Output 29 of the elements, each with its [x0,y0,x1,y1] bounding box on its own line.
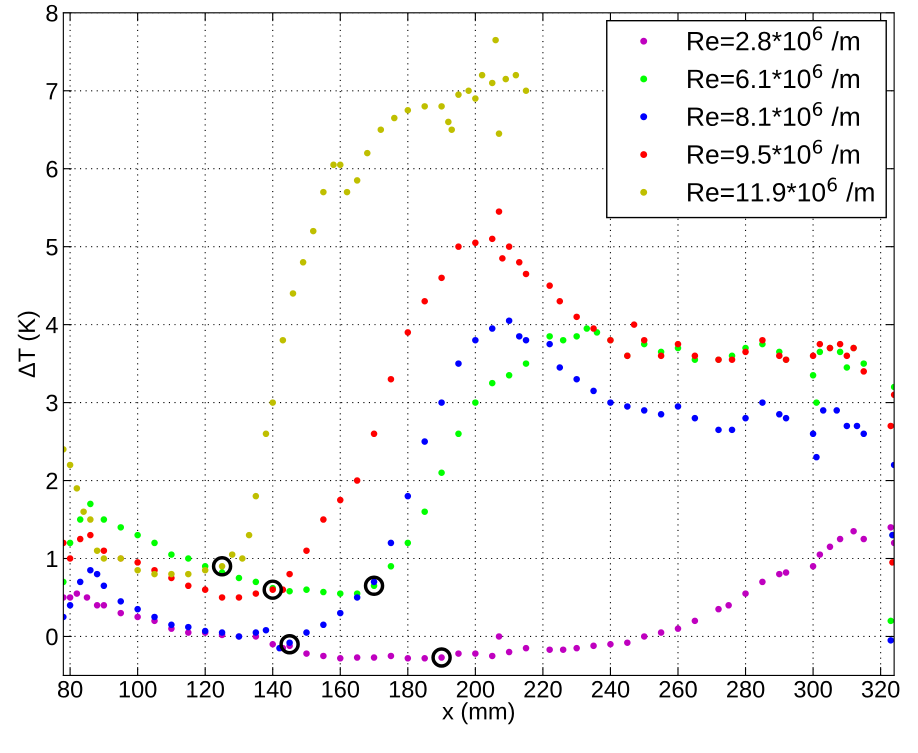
x-tick-label: 320 [862,680,900,698]
x-tick-label: 80 [58,680,82,698]
y-tick-label: 4 [46,316,58,334]
y-tick-label: 6 [46,160,58,178]
legend-label: Re=6.1*10$^{6}$ /m [688,64,860,88]
x-tick-label: 140 [254,680,292,698]
legend-label: Re=8.1*10$^{6}$ /m [688,102,860,126]
y-tick-label: 1 [47,550,58,568]
y-axis-title: ΔT (K) [18,312,40,378]
y-tick-label: 3 [46,394,58,412]
x-tick-label: 300 [794,680,832,698]
x-tick-label: 160 [322,680,360,698]
legend-label: Re=2.8*10$^{6}$ /m [688,26,860,50]
x-tick-label: 280 [727,680,764,698]
y-tick-label: 5 [46,238,58,256]
x-axis-title: x (mm) [442,702,514,724]
x-tick-label: 100 [120,680,156,698]
x-tick-label: 200 [456,680,494,698]
x-tick-label: 240 [592,680,630,698]
x-tick-label: 220 [524,680,562,698]
legend-label: Re=9.5*10$^{6}$ /m [688,140,860,164]
y-tick-label: 0 [46,628,58,646]
x-tick-label: 180 [390,680,427,698]
y-tick-label: 8 [46,4,58,22]
y-tick-label: 7 [46,83,58,100]
legend-label: Re=11.9*10$^{6}$ /m [688,178,874,202]
y-tick-label: 2 [46,472,58,490]
x-tick-label: 120 [187,680,224,698]
x-tick-label: 260 [659,680,697,698]
